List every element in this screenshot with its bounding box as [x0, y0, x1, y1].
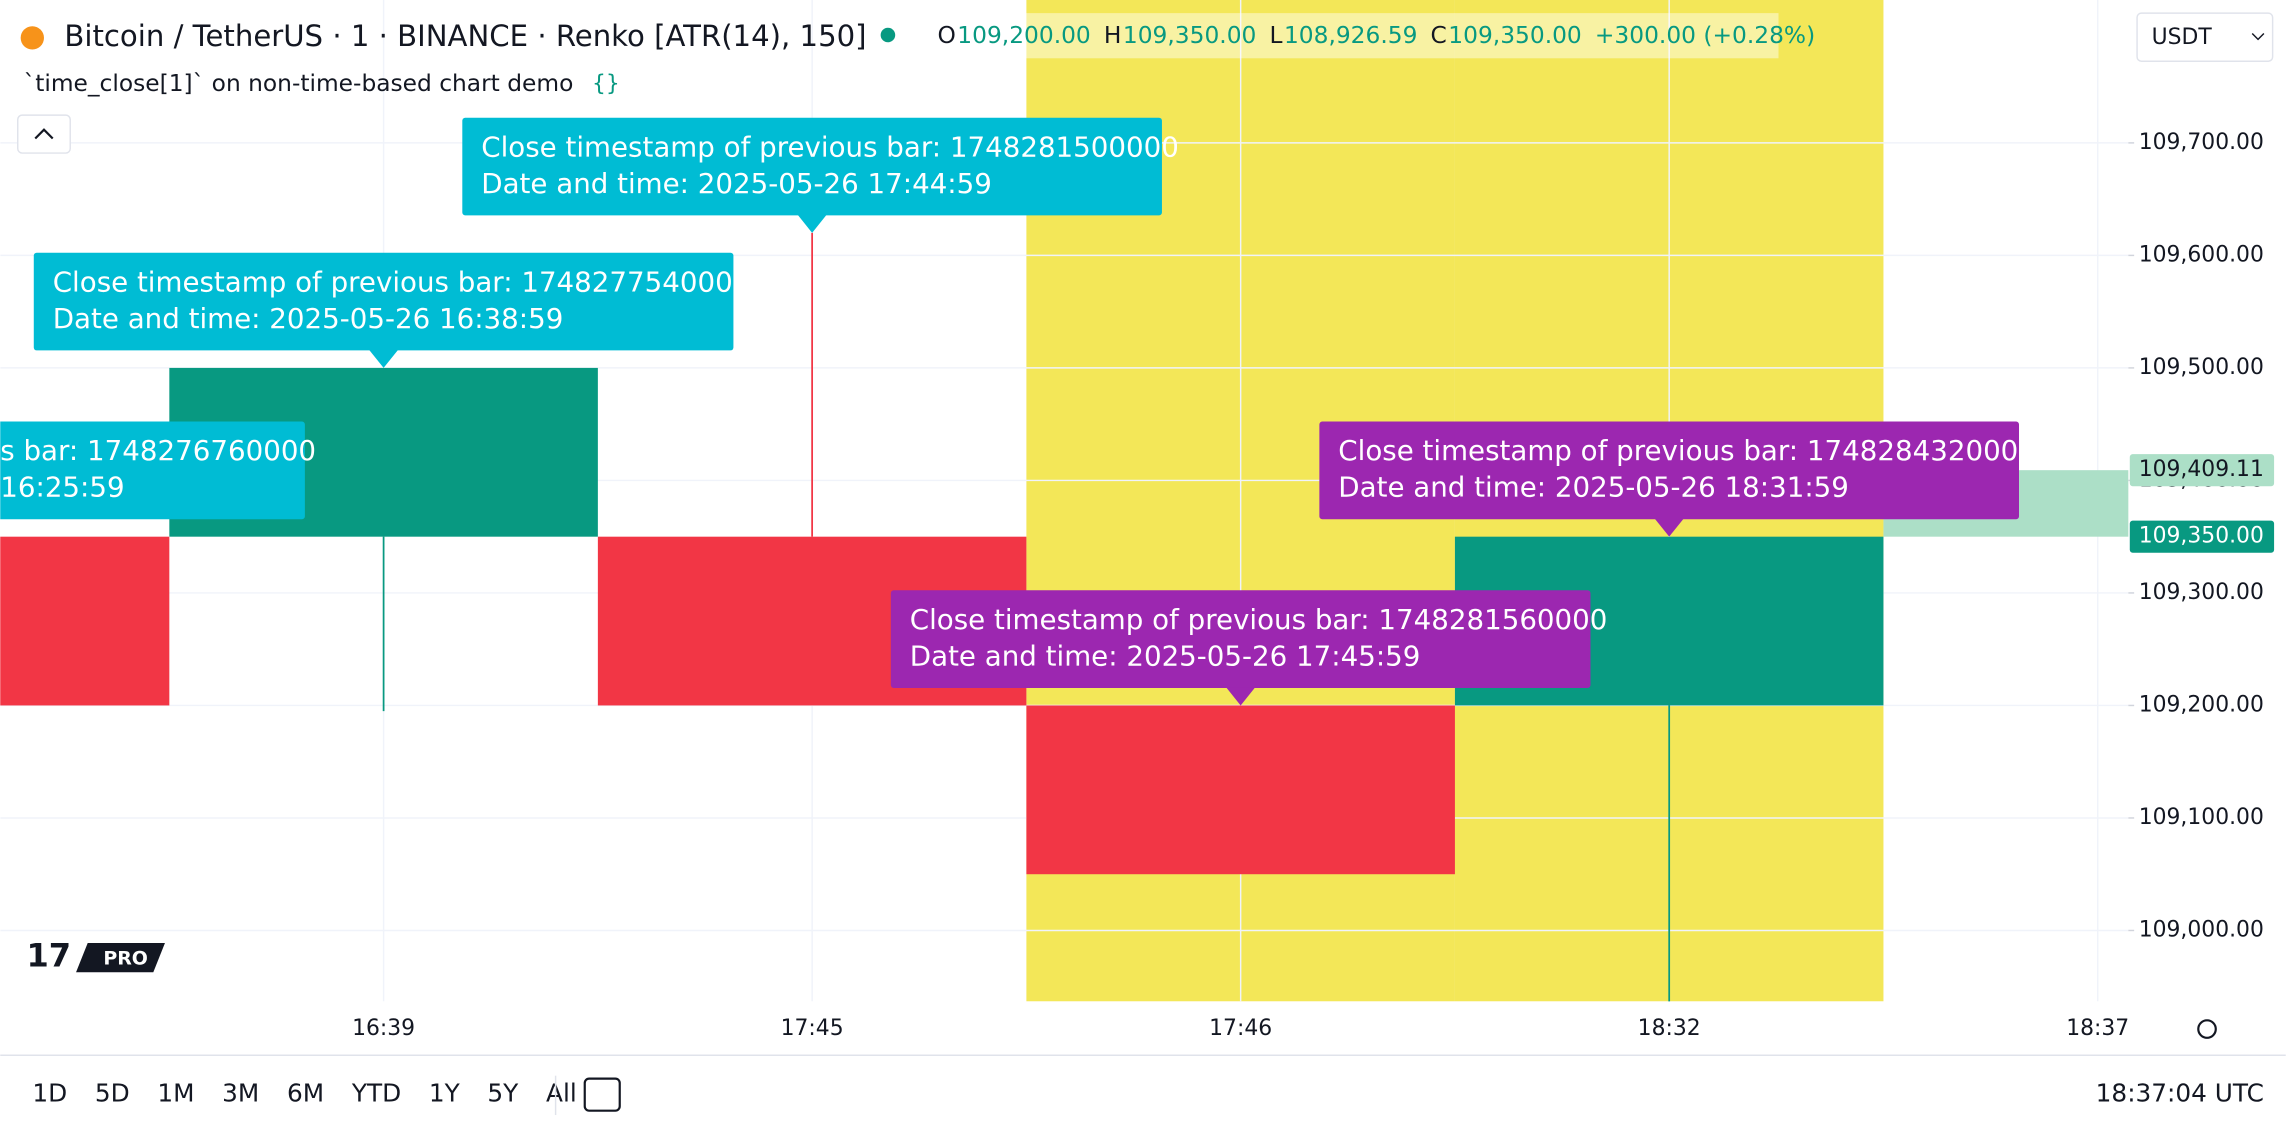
renko-box	[1026, 705, 1455, 875]
x-tick-label: 18:32	[1638, 1016, 1701, 1041]
price-tag-label: 109,409.11	[2139, 457, 2264, 482]
settings-icon[interactable]	[2197, 1019, 2217, 1039]
label-pointer	[1654, 518, 1684, 537]
ohlc-key: C	[1431, 22, 1447, 49]
y-tick-label: 109,500.00	[2139, 355, 2264, 380]
dropdown-icon	[2251, 33, 2265, 41]
change: +300.00 (+0.28%)	[1595, 22, 1815, 49]
range-button[interactable]: 3M	[222, 1079, 259, 1108]
x-tick-label: 16:39	[352, 1016, 415, 1041]
label-pointer	[797, 214, 827, 233]
label-text: Date and time: 2025-05-26 17:45:59	[910, 639, 1421, 672]
logo-text: PRO	[103, 948, 148, 970]
y-tick-label: 109,000.00	[2139, 917, 2264, 942]
label-text: Close timestamp of previous bar: 1748277…	[53, 265, 751, 298]
symbol-title: Bitcoin / TetherUS · 1 · BINANCE · Renko…	[64, 19, 866, 53]
ohlc-value: 109,350.00	[1448, 22, 1581, 49]
range-button[interactable]: 1M	[157, 1079, 194, 1108]
x-tick-label: 18:37	[2066, 1016, 2129, 1041]
ohlc-key: H	[1104, 22, 1122, 49]
price-tag	[2129, 454, 2275, 487]
range-button[interactable]: 5D	[95, 1079, 130, 1108]
label-pointer	[1226, 687, 1256, 706]
tv-logo: 17	[26, 937, 71, 975]
ohlc-key: L	[1269, 22, 1282, 49]
label-text: Date and time: 2025-05-26 17:44:59	[481, 167, 992, 200]
label-text: Close timestamp of previous bar: 1748281…	[481, 130, 1179, 163]
range-button[interactable]: YTD	[351, 1079, 401, 1108]
plot-area: s bar: 1748276760000 16:25:59 Close timest…	[0, 0, 2129, 1002]
label-text: Close timestamp of previous bar: 1748281…	[910, 603, 1608, 636]
currency-select[interactable]	[2136, 12, 2274, 62]
label-box	[890, 590, 1591, 688]
range-button[interactable]: 6M	[287, 1079, 324, 1108]
range-button[interactable]: 1D	[32, 1079, 67, 1108]
ohlc-key: O	[937, 22, 955, 49]
y-tick-label: 109,200.00	[2139, 692, 2264, 717]
y-tick-label: 109,100.00	[2139, 805, 2264, 830]
ohlc-value: 109,200.00	[957, 22, 1090, 49]
label-text: Date and time: 2025-05-26 16:38:59	[53, 302, 564, 335]
y-tick-label: 109,300.00	[2139, 580, 2264, 605]
ohlc-value: 108,926.59	[1284, 22, 1417, 49]
label-box	[0, 421, 305, 520]
indicator-name: `time_close[1]` on non-time-based chart …	[24, 70, 574, 97]
range-button[interactable]: 1Y	[429, 1079, 461, 1108]
range-button[interactable]: 5Y	[487, 1079, 519, 1108]
label-text: s bar: 1748276760000	[0, 434, 316, 467]
logo-badge	[76, 943, 165, 973]
x-tick-label: 17:45	[781, 1016, 844, 1041]
renko-box	[0, 536, 170, 706]
currency: USDT	[2152, 25, 2213, 50]
label-pointer	[369, 349, 399, 368]
btc-icon	[20, 26, 44, 50]
y-tick-label: 109,700.00	[2139, 130, 2264, 155]
price-tag-label: 109,350.00	[2139, 524, 2264, 549]
price-tag	[2129, 520, 2275, 553]
date-range-icon[interactable]	[583, 1077, 621, 1112]
range-button[interactable]: All	[546, 1079, 577, 1108]
ohlc-bg	[933, 13, 1779, 59]
label-text: Date and time: 2025-05-26 18:31:59	[1338, 471, 1849, 504]
live-dot	[880, 27, 896, 43]
overlay: 109,000.00 109,100.00 109,200.00 109,300.00…	[0, 12, 2286, 1116]
source-icon: {}	[592, 72, 620, 97]
ohlc-value: 109,350.00	[1123, 22, 1256, 49]
collapse-btn[interactable]	[17, 114, 71, 154]
x-tick-label: 17:46	[1209, 1016, 1272, 1041]
y-tick-label: 109,600.00	[2139, 242, 2264, 267]
collapse-icon	[34, 128, 54, 140]
label-box	[1319, 421, 2020, 520]
label-box	[33, 252, 734, 351]
label-text: 16:25:59	[0, 471, 124, 504]
clock: 18:37:04 UTC	[2096, 1079, 2264, 1108]
label-box	[462, 117, 1162, 216]
label-text: Close timestamp of previous bar: 1748284…	[1338, 434, 2036, 467]
